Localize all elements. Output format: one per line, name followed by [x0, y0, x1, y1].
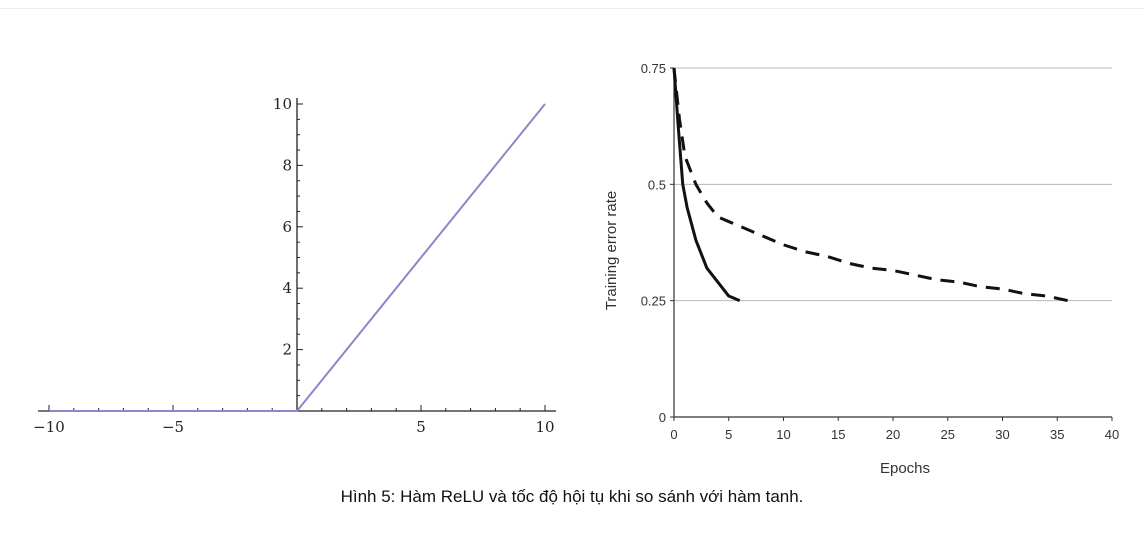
top-rule: [0, 8, 1144, 9]
relu-line: [49, 103, 546, 412]
y-tick-label: 8: [282, 156, 292, 174]
x-tick-label: 10: [535, 418, 554, 436]
y-tick-label: 0.25: [641, 294, 666, 309]
y-tick-label: 6: [282, 218, 292, 236]
x-tick-label: 10: [776, 427, 790, 442]
x-tick-label: 35: [1050, 427, 1064, 442]
y-tick-label: 2: [282, 341, 292, 359]
x-tick-label: 15: [831, 427, 845, 442]
x-tick-label: −5: [162, 418, 184, 436]
x-axis-title: Epochs: [880, 460, 930, 477]
y-tick-label: 0.75: [641, 61, 666, 76]
x-tick-label: 5: [416, 418, 426, 436]
y-tick-label: 0.5: [648, 177, 666, 192]
x-tick-label: 40: [1105, 427, 1119, 442]
y-tick-label: 0: [659, 410, 666, 425]
x-tick-label: 0: [670, 427, 677, 442]
x-tick-label: 20: [886, 427, 900, 442]
x-tick-label: 5: [725, 427, 732, 442]
series-line-dashed: [672, 67, 1069, 303]
y-tick-label: 4: [282, 279, 292, 297]
y-tick-label: 10: [273, 95, 292, 113]
y-axis-title: Training error rate: [603, 191, 620, 311]
x-tick-label: −10: [33, 418, 65, 436]
series-line-solid: [672, 67, 741, 303]
figure-caption: Hình 5: Hàm ReLU và tốc độ hội tụ khi so…: [340, 487, 804, 506]
x-tick-label: 25: [941, 427, 955, 442]
x-tick-label: 30: [995, 427, 1009, 442]
